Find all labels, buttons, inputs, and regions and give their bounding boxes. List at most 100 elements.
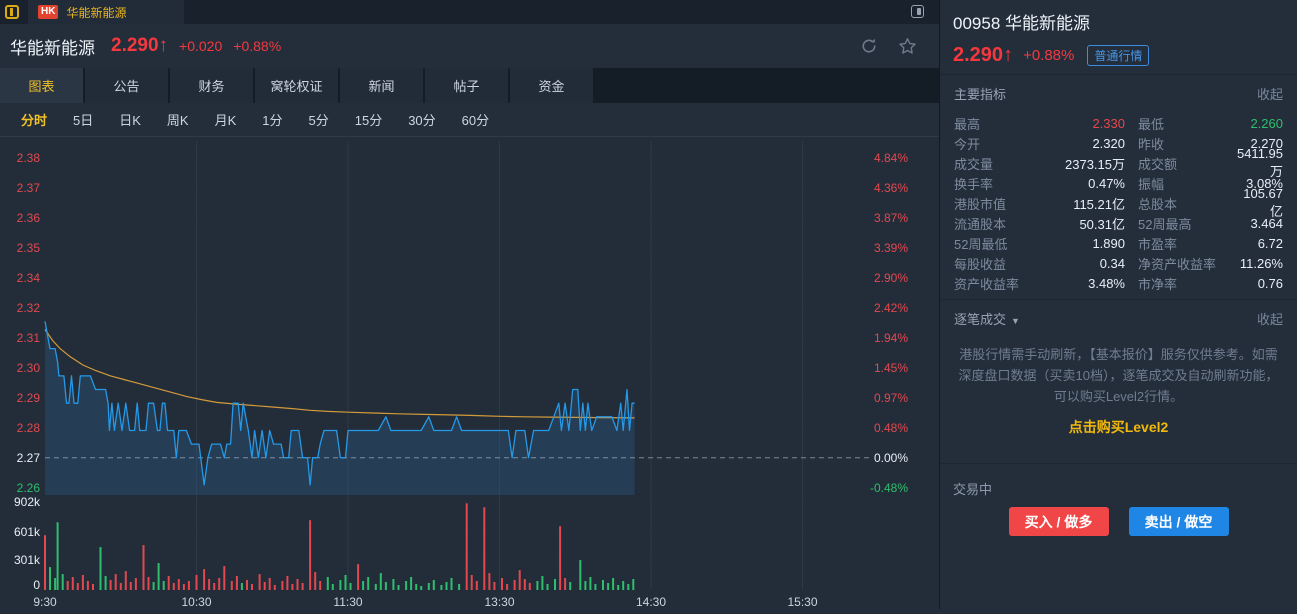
volume-bar <box>493 582 496 590</box>
indicators-collapse-button[interactable]: 收起 <box>1256 87 1283 102</box>
buy-level2-link[interactable]: 点击购买Level2 <box>1068 419 1169 435</box>
volume-bar <box>114 574 117 590</box>
volume-bar <box>124 571 127 590</box>
indicator-row: 流通股本 50.31亿 52周最高 3.464 <box>954 213 1283 233</box>
price-line <box>44 321 635 486</box>
volume-bar <box>367 577 370 590</box>
stock-code-title: 00958 华能新能源 <box>953 14 1090 33</box>
volume-bar <box>71 577 74 590</box>
period-tab-5[interactable]: 1分 <box>262 113 283 128</box>
price-area-fill <box>45 321 635 495</box>
ticks-title[interactable]: 逐笔成交 ▼ <box>954 309 1020 328</box>
volume-bar <box>273 585 276 590</box>
panel-change-pct: +0.88% <box>1023 47 1075 64</box>
panel-price: 2.290↑ <box>953 44 1013 67</box>
period-tab-6[interactable]: 5分 <box>308 113 329 128</box>
panel-toggle-icon[interactable] <box>911 5 924 18</box>
period-tab-3[interactable]: 周K <box>166 113 189 128</box>
indicator-label: 市盈率 <box>1138 236 1178 252</box>
price-axis-label: 2.32 <box>17 301 41 315</box>
tab-1[interactable]: 公告 <box>85 68 168 103</box>
stock-tab[interactable]: HK 华能新能源 <box>28 0 185 24</box>
volume-bar <box>319 581 322 590</box>
price-axis-label: 2.29 <box>17 391 41 405</box>
pct-axis-label: 0.48% <box>874 421 908 435</box>
period-tab-8[interactable]: 30分 <box>408 113 436 128</box>
tab-4[interactable]: 新闻 <box>340 68 423 103</box>
refresh-icon[interactable] <box>860 37 878 55</box>
volume-bar <box>61 574 64 590</box>
indicator-row: 港股市值 115.21亿 总股本 105.67亿 <box>954 186 1283 219</box>
volume-bar <box>612 578 615 590</box>
indicator-value: 2.320 <box>1092 135 1125 151</box>
tab-3[interactable]: 窝轮权证 <box>255 68 338 103</box>
indicator-value: 2.270 <box>1250 135 1283 151</box>
volume-bar <box>420 586 423 590</box>
volume-bar <box>235 576 238 590</box>
volume-bar <box>142 545 145 590</box>
indicator-row: 最高 2.330 最低 2.260 <box>954 113 1283 133</box>
quote-level-badge[interactable]: 普通行情 <box>1087 45 1150 66</box>
volume-bar <box>172 583 175 590</box>
indicator-label: 今开 <box>954 136 981 152</box>
favorite-star-icon[interactable] <box>898 37 917 55</box>
period-tab-1[interactable]: 5日 <box>73 113 94 128</box>
sell-short-button[interactable]: 卖出 / 做空 <box>1128 507 1229 536</box>
period-tab-0[interactable]: 分时 <box>21 113 48 128</box>
volume-bar <box>357 564 360 590</box>
chart-area: 2.38 2.37 2.36 2.35 2.34 2.32 2.31 2.30 2.29 2.28… <box>0 137 939 609</box>
volume-bar <box>177 579 180 590</box>
volume-bar <box>203 569 206 590</box>
volume-bar <box>162 581 165 590</box>
volume-bar <box>513 580 516 590</box>
volume-bar <box>301 583 304 590</box>
tab-5[interactable]: 帖子 <box>425 68 508 103</box>
volume-bar <box>528 583 531 590</box>
volume-bar <box>286 576 289 590</box>
indicator-value: 2.330 <box>1092 115 1125 131</box>
intraday-chart[interactable]: 2.38 2.37 2.36 2.35 2.34 2.32 2.31 2.30 2.29 2.28… <box>0 137 940 609</box>
volume-bar <box>76 583 79 590</box>
period-tab-9[interactable]: 60分 <box>461 113 490 128</box>
volume-bar <box>554 579 556 590</box>
period-tab-7[interactable]: 15分 <box>354 113 383 128</box>
volume-bar <box>569 582 572 590</box>
volume-bar <box>195 575 198 590</box>
volume-bar <box>268 578 271 590</box>
volume-bar <box>518 570 521 590</box>
period-tab-4[interactable]: 月K <box>214 113 237 128</box>
pct-axis-label: 4.84% <box>874 151 908 165</box>
indicator-label: 换手率 <box>954 176 994 192</box>
volume-bar <box>415 584 418 590</box>
volume-bar <box>129 582 132 590</box>
volume-bar <box>427 583 430 590</box>
volume-bar <box>432 580 435 590</box>
volume-bar <box>362 581 365 590</box>
volume-axis-label: 601k <box>14 525 41 539</box>
volume-bar <box>331 584 334 590</box>
tab-2[interactable]: 财务 <box>170 68 253 103</box>
ticks-collapse-button[interactable]: 收起 <box>1256 312 1283 327</box>
pct-axis-label: 0.97% <box>874 391 908 405</box>
volume-bar <box>465 503 468 590</box>
indicator-value: 5411.95万 <box>1236 146 1283 179</box>
buy-long-button[interactable]: 买入 / 做多 <box>1008 507 1109 536</box>
indicator-label: 昨收 <box>1138 136 1165 152</box>
period-tab-2[interactable]: 日K <box>119 113 141 128</box>
volume-bar <box>584 581 587 590</box>
volume-bar <box>147 577 150 590</box>
top-bar: HK 华能新能源 <box>0 0 939 24</box>
volume-bar <box>167 576 170 590</box>
volume-bar <box>617 585 620 590</box>
volume-bar <box>349 583 352 590</box>
indicator-row: 每股收益 0.34 净资产收益率 11.26% <box>954 253 1283 273</box>
tab-0[interactable]: 图表 <box>0 68 83 103</box>
volume-bar <box>379 573 382 590</box>
indicator-value: 105.67亿 <box>1243 186 1283 219</box>
volume-bar <box>208 579 211 590</box>
volume-bar <box>541 576 544 590</box>
volume-bar <box>488 573 491 590</box>
pct-axis-label: 3.39% <box>874 241 908 255</box>
tab-6[interactable]: 资金 <box>510 68 593 103</box>
